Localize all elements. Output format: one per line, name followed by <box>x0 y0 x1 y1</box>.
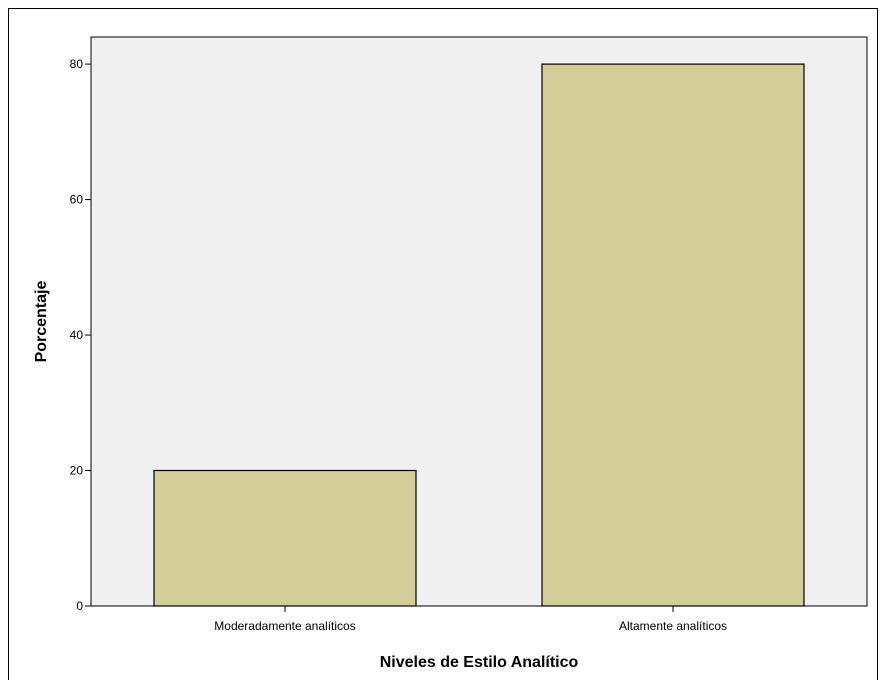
bar-0 <box>153 469 417 607</box>
x-tick-label: Moderadamente analíticos <box>214 619 355 633</box>
y-tick-label: 0 <box>76 599 83 613</box>
y-axis: 0 20 40 60 80 <box>70 37 92 613</box>
y-axis-title: Porcentaje <box>33 280 50 362</box>
bar-1 <box>541 63 805 607</box>
x-tick-label: Altamente analíticos <box>619 619 727 633</box>
x-axis: Moderadamente analíticos Altamente analít… <box>91 605 867 633</box>
y-tick-label: 20 <box>70 464 84 478</box>
x-axis-title: Niveles de Estilo Analítico <box>380 654 579 671</box>
y-tick-label: 60 <box>70 193 84 207</box>
y-tick-label: 80 <box>70 57 84 71</box>
y-tick-label: 40 <box>70 328 84 342</box>
